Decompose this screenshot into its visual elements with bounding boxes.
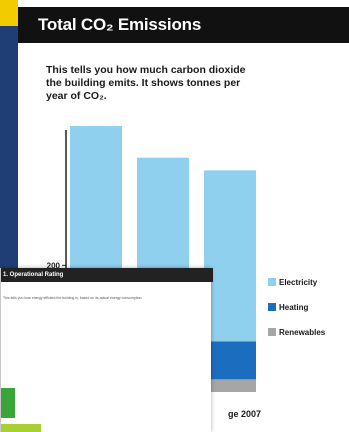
bar-renewables-2: [204, 379, 256, 392]
subtitle-line-1: This tells you how much carbon dioxide: [46, 64, 246, 76]
subtitle-line-2: the building emits. It shows tonnes per: [46, 77, 241, 89]
rating-yellow-band: [1, 424, 41, 432]
overlay-title: 1. Operational Rating: [1, 268, 213, 282]
y-tick-label-0: 200: [47, 261, 61, 270]
overlay-body: This tells you how energy efficient the …: [3, 296, 143, 300]
chart-legend: Electricity Heating Renewables: [268, 276, 348, 351]
bar-electricity-2: [204, 170, 256, 342]
subtitle-line-3: year of CO₂.: [46, 90, 107, 102]
rating-green-band: [1, 388, 15, 418]
overlay-document: 1. Operational Rating This tells you how…: [0, 268, 213, 432]
chart-subtitle: This tells you how much carbon dioxide t…: [46, 64, 306, 103]
legend-swatch-electricity: [268, 278, 276, 286]
title-bar: Total CO₂ Emissions: [18, 7, 349, 43]
legend-item-heating: Heating: [268, 301, 348, 313]
legend-label-heating: Heating: [279, 302, 309, 312]
legend-swatch-heating: [268, 303, 276, 311]
legend-label-electricity: Electricity: [279, 277, 318, 287]
legend-item-renewables: Renewables: [268, 326, 348, 338]
background-yellow-stripe: [0, 0, 18, 26]
chart-title: Total CO₂ Emissions: [38, 15, 202, 34]
legend-label-renewables: Renewables: [279, 327, 326, 337]
legend-swatch-renewables: [268, 328, 276, 336]
chart-note: ge 2007: [228, 409, 262, 419]
legend-item-electricity: Electricity: [268, 276, 348, 288]
bar-heating-2: [204, 341, 256, 380]
